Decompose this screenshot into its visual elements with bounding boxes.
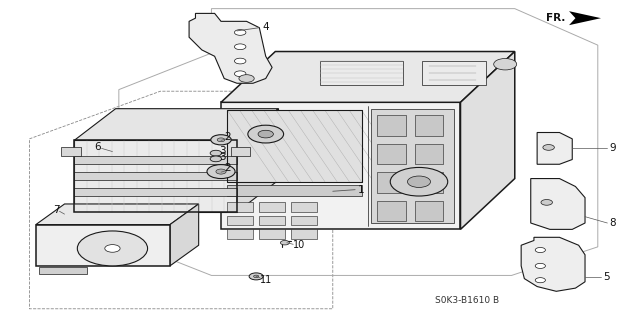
Polygon shape [378, 144, 406, 164]
Polygon shape [415, 172, 444, 193]
Polygon shape [74, 156, 237, 164]
Text: 8: 8 [609, 218, 616, 228]
Circle shape [210, 156, 221, 162]
Polygon shape [259, 202, 285, 212]
Text: 5: 5 [604, 272, 610, 282]
Circle shape [253, 275, 259, 278]
Circle shape [535, 278, 545, 283]
Polygon shape [36, 225, 170, 266]
Polygon shape [39, 268, 87, 274]
Polygon shape [227, 110, 362, 182]
Polygon shape [259, 216, 285, 225]
Polygon shape [74, 140, 237, 212]
Circle shape [408, 176, 431, 188]
Polygon shape [170, 204, 198, 266]
Text: 3: 3 [219, 152, 226, 162]
Circle shape [217, 138, 225, 142]
Circle shape [234, 44, 246, 50]
Circle shape [239, 75, 254, 82]
Circle shape [234, 58, 246, 64]
Polygon shape [415, 144, 444, 164]
Text: 6: 6 [95, 142, 101, 152]
Polygon shape [74, 172, 237, 180]
Circle shape [280, 241, 289, 245]
Circle shape [249, 273, 263, 280]
Polygon shape [531, 179, 585, 229]
Polygon shape [221, 51, 515, 102]
Text: 3: 3 [219, 146, 226, 156]
Circle shape [493, 58, 516, 70]
Polygon shape [461, 51, 515, 229]
Circle shape [77, 231, 148, 266]
Circle shape [207, 165, 235, 179]
Polygon shape [291, 216, 317, 225]
Polygon shape [227, 216, 253, 225]
Text: 2: 2 [224, 163, 230, 174]
Text: 9: 9 [609, 143, 616, 153]
Text: 4: 4 [262, 22, 269, 32]
Polygon shape [378, 172, 406, 193]
Polygon shape [61, 147, 81, 156]
Circle shape [390, 167, 448, 196]
Circle shape [234, 30, 246, 35]
Circle shape [543, 145, 554, 150]
Polygon shape [237, 109, 278, 212]
Polygon shape [378, 201, 406, 221]
Text: S0K3-B1610 B: S0K3-B1610 B [435, 296, 499, 305]
Circle shape [535, 248, 545, 253]
Polygon shape [230, 147, 250, 156]
Circle shape [258, 130, 273, 138]
Circle shape [210, 150, 221, 156]
Polygon shape [422, 61, 486, 85]
Polygon shape [221, 102, 461, 229]
Polygon shape [227, 202, 253, 212]
Circle shape [211, 135, 231, 145]
Polygon shape [74, 188, 237, 196]
Text: 10: 10 [293, 240, 306, 250]
Circle shape [105, 245, 120, 252]
Polygon shape [415, 115, 444, 136]
Polygon shape [189, 13, 272, 83]
Polygon shape [36, 204, 198, 225]
Text: 11: 11 [260, 275, 273, 285]
Polygon shape [537, 132, 572, 164]
Polygon shape [371, 109, 454, 223]
Polygon shape [320, 61, 403, 85]
Circle shape [216, 169, 226, 174]
Circle shape [248, 125, 284, 143]
Polygon shape [227, 185, 362, 196]
Circle shape [535, 263, 545, 269]
Text: 1: 1 [358, 185, 365, 195]
Polygon shape [521, 237, 585, 291]
Polygon shape [378, 115, 406, 136]
Text: 7: 7 [53, 205, 60, 215]
Circle shape [234, 71, 246, 77]
Polygon shape [227, 229, 253, 239]
Polygon shape [569, 11, 601, 25]
Circle shape [541, 199, 552, 205]
Polygon shape [74, 109, 278, 140]
Polygon shape [415, 201, 444, 221]
Text: FR.: FR. [547, 13, 566, 23]
Polygon shape [259, 229, 285, 239]
Text: 2: 2 [224, 132, 230, 142]
Polygon shape [291, 202, 317, 212]
Polygon shape [291, 229, 317, 239]
